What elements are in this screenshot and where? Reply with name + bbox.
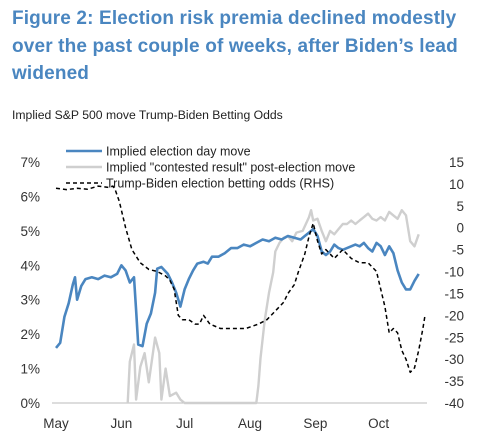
y-right-tick-label: 15 xyxy=(449,155,464,170)
legend-label-betting-odds: Trump-Biden election betting odds (RHS) xyxy=(106,177,334,191)
y-left-tick-label: 1% xyxy=(20,362,40,377)
figure-title-line-3: widened xyxy=(12,63,90,84)
y-left-tick-label: 6% xyxy=(20,189,40,204)
y-right-tick-label: -10 xyxy=(444,265,464,280)
chart-subtitle: Implied S&P 500 move Trump-Biden Betting… xyxy=(12,108,283,122)
y-left-tick-label: 5% xyxy=(20,224,40,239)
series-election-day-line xyxy=(54,227,420,349)
y-right-tick-label: 0 xyxy=(456,221,464,236)
y-right-tick-label: -40 xyxy=(444,396,464,411)
y-left-tick-label: 7% xyxy=(20,155,40,170)
x-tick-label: Jun xyxy=(110,416,132,431)
figure-title: Figure 2: Election risk premia declined … xyxy=(12,5,472,88)
x-tick-label: Jul xyxy=(176,416,193,431)
y-right-tick-label: -25 xyxy=(444,330,464,345)
y-right-tick-label: -20 xyxy=(444,308,464,323)
x-tick-label: May xyxy=(43,416,69,431)
y-right-tick-label: 5 xyxy=(456,199,464,214)
legend-label-contested: Implied "contested result" post-election… xyxy=(106,161,355,175)
y-right-tick-label: -15 xyxy=(444,286,464,301)
y-right-tick-label: 10 xyxy=(449,177,464,192)
y-right-tick-label: -5 xyxy=(452,243,464,258)
figure-title-line-2: over the past couple of weeks, after Bid… xyxy=(12,35,458,57)
series-contested-line xyxy=(126,208,420,405)
x-tick-label: Aug xyxy=(238,416,262,431)
y-right-tick-label: -35 xyxy=(444,374,464,389)
legend-label-election-day: Implied election day move xyxy=(106,145,251,159)
y-left-tick-label: 0% xyxy=(20,396,40,411)
y-left-tick-label: 2% xyxy=(20,327,40,342)
y-left-tick-label: 3% xyxy=(20,293,40,308)
x-tick-label: Oct xyxy=(368,416,389,431)
y-left-tick-label: 4% xyxy=(20,258,40,273)
x-tick-label: Sep xyxy=(303,416,327,431)
figure-title-line-1: Figure 2: Election risk premia declined … xyxy=(12,8,457,29)
y-right-tick-label: -30 xyxy=(444,352,464,367)
